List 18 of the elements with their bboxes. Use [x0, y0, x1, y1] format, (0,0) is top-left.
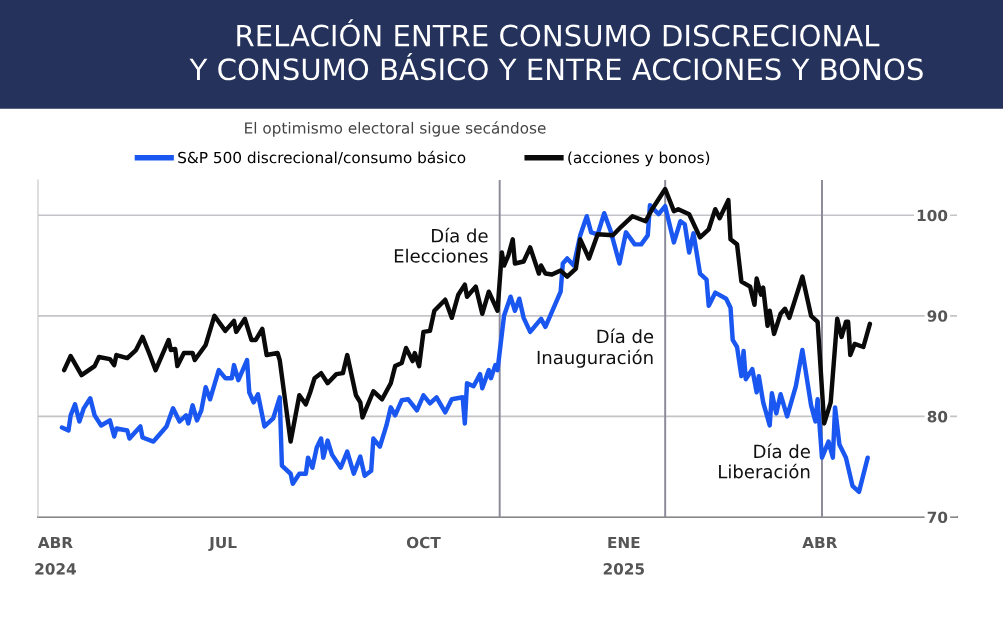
legend-label: (acciones y bonos): [568, 151, 710, 167]
legend-label: S&P 500 discrecional/consumo básico: [178, 150, 466, 165]
x-tick-label: OCT: [406, 536, 441, 549]
x-tick-label: ABR 2024: [35, 536, 76, 575]
ref-line-label: Día de Inauguración: [537, 328, 654, 368]
chart-title: RELACIÓN ENTRE CONSUMO DISCRECIONAL Y CONSUMO BÁSICO Y ENTRE ACCIONES Y BONOS: [189, 19, 923, 81]
x-tick-label: ABR: [802, 536, 838, 549]
x-tick-label: JUL: [208, 536, 237, 552]
chart-subtitle: El optimismo electoral sigue secándose: [245, 121, 546, 137]
y-tick-label: 80: [927, 410, 948, 423]
line-series: [61, 186, 873, 444]
x-tick-label: ENE 2025: [603, 536, 644, 575]
y-tick-label: 100: [917, 209, 948, 222]
ref-line-label: Día de Elecciones: [394, 227, 488, 263]
y-tick-label: 90: [927, 310, 948, 322]
ref-line-label: Día de Liberación: [719, 443, 810, 479]
y-tick-label: 70: [927, 511, 948, 524]
line-series: [59, 202, 870, 495]
